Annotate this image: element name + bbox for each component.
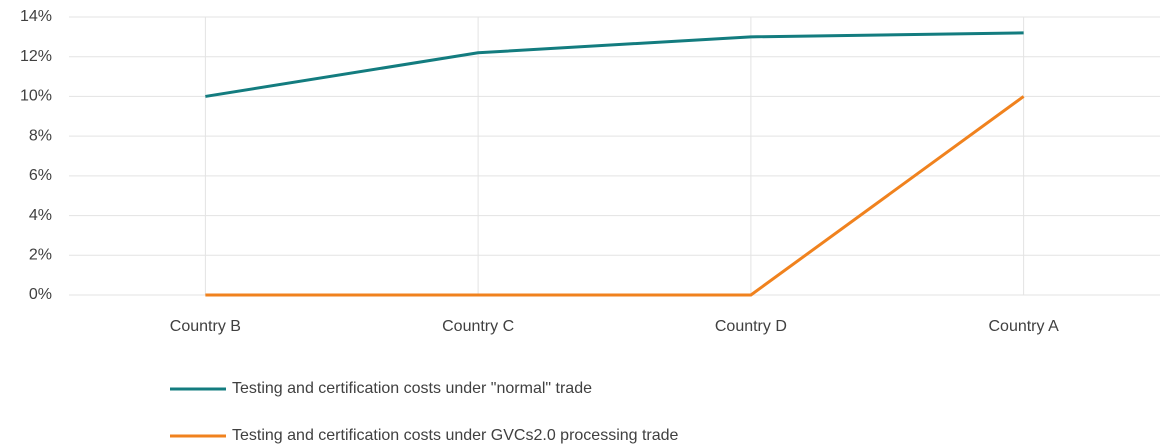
legend-label: Testing and certification costs under GV… [232, 427, 679, 444]
x-tick-label: Country B [170, 318, 241, 335]
y-tick-label: 6% [29, 167, 52, 184]
series-line [205, 31, 1024, 98]
x-tick-label: Country A [988, 318, 1059, 335]
y-tick-label: 8% [29, 127, 52, 144]
y-tick-label: 10% [20, 88, 52, 105]
x-tick-label: Country D [715, 318, 787, 335]
y-tick-label: 0% [29, 286, 52, 303]
y-tick-label: 12% [20, 48, 52, 65]
y-tick-label: 2% [29, 247, 52, 264]
y-tick-label: 14% [20, 8, 52, 25]
y-tick-label: 4% [29, 207, 52, 224]
series-line [205, 95, 1025, 297]
x-tick-label: Country C [442, 318, 514, 335]
legend-label: Testing and certification costs under "n… [232, 380, 592, 397]
